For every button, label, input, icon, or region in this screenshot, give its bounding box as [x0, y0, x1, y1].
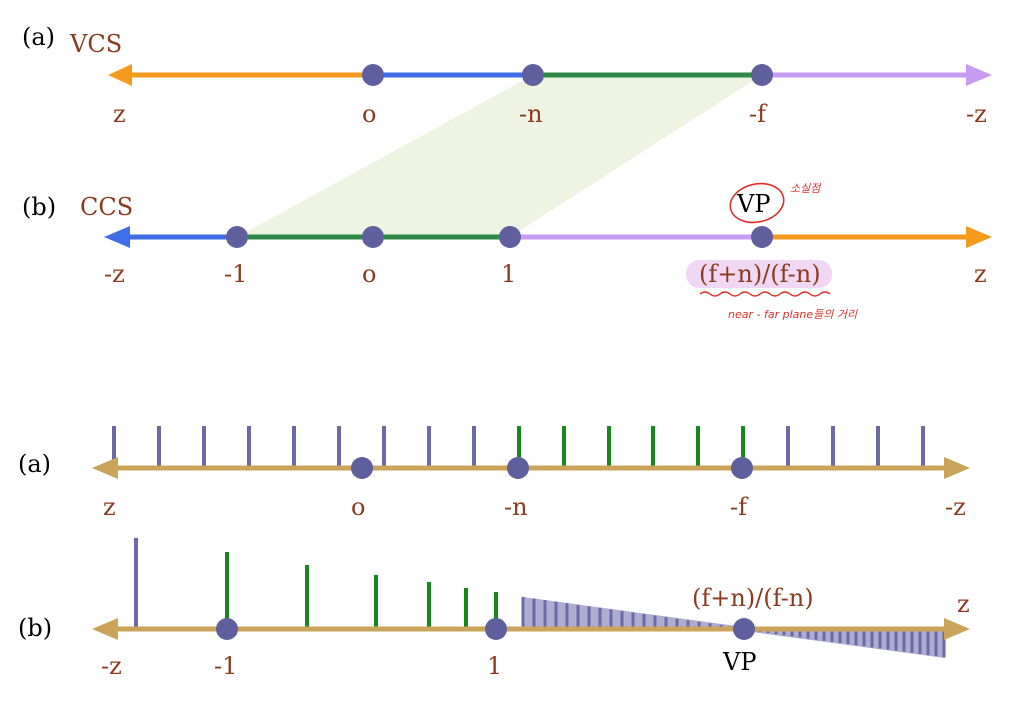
vcs-label-n: -n — [519, 100, 543, 128]
ccs-label-fn: (f+n)/(f-n) — [699, 260, 821, 288]
ccs-point-vp — [751, 226, 773, 248]
bottom-a-label-z: z — [103, 493, 116, 521]
compressed-ticks-wedge-left — [523, 597, 744, 627]
vcs-label-z: z — [113, 100, 126, 128]
top-b-group: (b) CCS VP 소실점 (f+n)/(f-n) near - far pl… — [22, 182, 992, 321]
bottom-a-tag: (a) — [18, 450, 51, 478]
top-a-title: VCS — [69, 30, 122, 58]
bottom-b-arrow-left — [92, 618, 118, 640]
bottom-b-point-neg1 — [216, 618, 238, 640]
note-vanishing-point: 소실점 — [790, 182, 822, 195]
ccs-point-neg1 — [226, 226, 248, 248]
bottom-b-label-z: z — [957, 590, 970, 618]
bottom-b-label-neg1: -1 — [214, 652, 237, 680]
ccs-vp-label: VP — [736, 190, 770, 218]
ccs-label-neg1: -1 — [224, 260, 247, 288]
bottom-a-point-o — [351, 457, 373, 479]
bottom-b-vp-label: VP — [722, 648, 756, 676]
bottom-a-arrow-right — [944, 457, 970, 479]
mapping-band — [237, 75, 762, 237]
vcs-label-o: o — [362, 100, 376, 128]
bottom-b-arrow-right — [944, 618, 970, 640]
bottom-a-point-n — [507, 457, 529, 479]
ccs-red-squiggle — [699, 291, 831, 297]
bottom-a-label-o: o — [351, 493, 365, 521]
compressed-ticks-wedge-right — [744, 631, 945, 658]
ccs-point-o — [362, 226, 384, 248]
ccs-label-1: 1 — [501, 260, 516, 288]
top-b-title: CCS — [80, 193, 133, 221]
ccs-label-z: z — [974, 260, 987, 288]
note-plane-distance: near - far plane들의 거리 — [728, 308, 858, 321]
vcs-arrow-right — [966, 64, 992, 86]
ccs-label-neg-z: -z — [104, 260, 125, 288]
top-b-tag: (b) — [22, 193, 56, 221]
vcs-arrow-left — [108, 64, 132, 86]
vcs-label-neg-z: -z — [966, 100, 987, 128]
bottom-a-label-n: -n — [504, 493, 528, 521]
bottom-a-point-f — [731, 457, 753, 479]
bottom-a-ticks — [112, 426, 925, 466]
ccs-point-1 — [499, 226, 521, 248]
bottom-b-tag: (b) — [18, 614, 52, 642]
vcs-point-o — [362, 64, 384, 86]
vcs-point-n — [522, 64, 544, 86]
vp-red-circle — [729, 182, 785, 224]
bottom-a-arrow-left — [92, 457, 118, 479]
ccs-arrow-right — [966, 226, 992, 248]
bottom-b-point-1 — [485, 618, 507, 640]
ccs-arrow-left — [104, 226, 130, 248]
bottom-b-label-neg-z: -z — [101, 652, 122, 680]
ccs-highlight — [686, 260, 832, 288]
top-a-tag: (a) — [22, 23, 55, 51]
bottom-a-label-neg-z: -z — [945, 493, 966, 521]
bottom-a-label-f: -f — [730, 493, 749, 521]
bottom-a-group: (a) z o -n -f -z — [18, 426, 970, 521]
ccs-label-o: o — [362, 260, 376, 288]
bottom-b-point-vp — [733, 618, 755, 640]
vcs-point-f — [751, 64, 773, 86]
top-a-group: (a) VCS z o -n -f -z — [22, 23, 992, 237]
bottom-b-group: (b) -z -1 1 (f+n)/(f-n) z VP — [18, 538, 970, 680]
bottom-b-label-fn: (f+n)/(f-n) — [692, 584, 814, 612]
vcs-label-f: -f — [749, 100, 768, 128]
bottom-b-ticks — [134, 538, 946, 658]
bottom-b-label-1: 1 — [487, 652, 502, 680]
